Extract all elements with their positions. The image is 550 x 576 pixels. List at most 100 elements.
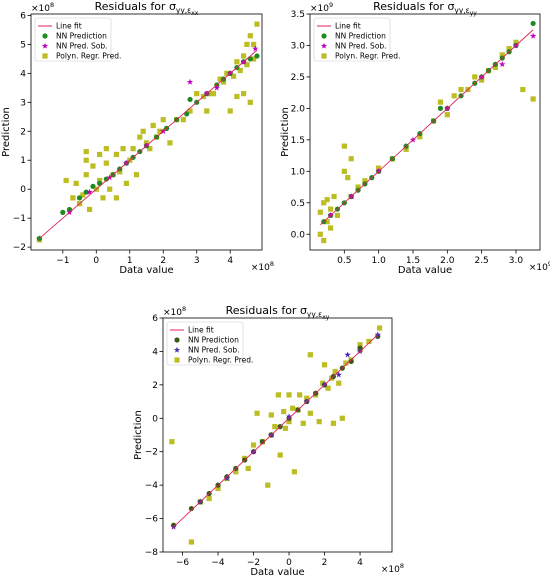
data-point	[327, 206, 334, 212]
y-tick-label: 1.5	[291, 136, 305, 146]
data-point	[324, 197, 330, 203]
data-point	[339, 415, 345, 421]
legend-label: NN Pred. Sob.	[335, 42, 387, 51]
data-point	[451, 93, 457, 99]
x-tick-label: 1	[127, 256, 133, 266]
data-point	[355, 184, 361, 190]
x-axis-label: Data value	[250, 567, 304, 576]
data-point	[277, 452, 283, 458]
y-tick-label: 6	[152, 314, 158, 324]
data-point	[86, 188, 93, 195]
data-point	[123, 180, 130, 186]
data-point	[133, 172, 140, 178]
x-tick-label: 0.5	[337, 256, 351, 266]
y-tick-label: 1	[20, 156, 26, 166]
data-point	[282, 425, 289, 431]
y-tick-label: 6	[20, 11, 26, 21]
y-tick-label: −2	[13, 243, 26, 253]
y-tick-label: 0.0	[291, 230, 306, 240]
legend-label: NN Pred. Sob.	[188, 346, 240, 355]
data-point	[217, 76, 223, 82]
y-tick-label: 1.0	[291, 167, 306, 177]
x-multiplier: ×109	[529, 260, 550, 273]
data-point	[83, 172, 89, 178]
legend-label: Line fit	[188, 326, 214, 335]
data-point	[137, 134, 143, 140]
y-tick-label: −8	[145, 548, 159, 558]
y-tick-label: 3	[20, 98, 26, 108]
data-point	[321, 200, 327, 206]
data-point	[530, 32, 537, 39]
x-multiplier: ×108	[251, 260, 274, 273]
chart-panel-1: −1 0 1 2 3 4 −2 −1 0 1 2 3 4 5 6 Data value Prediction ×1…	[1, 0, 274, 276]
legend-label: Polyn. Regr. Pred.	[335, 52, 400, 61]
data-point	[206, 495, 212, 502]
data-point	[90, 183, 96, 189]
data-point	[103, 160, 109, 166]
data-point	[240, 91, 247, 97]
data-point	[458, 86, 464, 93]
data-point	[300, 420, 306, 426]
x-tick-label: −6	[176, 558, 190, 568]
legend-marker	[320, 42, 328, 49]
y-axis-label: Prediction	[1, 107, 12, 157]
data-point	[244, 62, 250, 68]
x-axis-label: Data value	[398, 265, 452, 276]
data-point	[286, 419, 292, 425]
line-fit	[171, 334, 379, 529]
data-point	[220, 79, 227, 85]
y-tick-label: −6	[145, 515, 159, 525]
legend-marker	[321, 33, 327, 39]
plot-frame	[30, 13, 263, 251]
y-tick-label: 2	[20, 127, 26, 137]
data-point	[307, 410, 313, 416]
legend-label: Polyn. Regr. Pred.	[188, 356, 253, 365]
data-point	[348, 156, 354, 162]
data-point	[150, 122, 156, 129]
y-tick-label: 4	[152, 347, 158, 357]
data-point	[187, 108, 193, 114]
legend-marker	[321, 53, 327, 59]
legend-label: NN Prediction	[188, 336, 239, 345]
data-point	[325, 385, 331, 391]
data-point	[472, 74, 478, 80]
data-point	[244, 41, 250, 48]
data-point	[234, 93, 240, 100]
data-point	[224, 70, 230, 76]
data-point	[341, 168, 347, 174]
chart-panel-3: −6 −4 −2 0 2 4 −8 −6 −4 −2 0 2 4 6 Data value Predictio…	[133, 304, 404, 576]
data-point	[147, 146, 153, 152]
data-point	[240, 53, 247, 59]
data-point	[97, 151, 103, 158]
data-point	[117, 169, 123, 175]
data-point	[187, 96, 193, 103]
data-point	[335, 371, 342, 378]
data-point	[344, 351, 351, 358]
line-fit	[319, 29, 534, 226]
x-tick-label: 2	[322, 558, 328, 568]
legend-label: Line fit	[335, 22, 361, 31]
data-point	[331, 193, 337, 200]
y-multiplier: ×109	[310, 1, 333, 14]
chart-title: Residuals for σyy,εxx	[95, 0, 199, 17]
legend-label: NN Prediction	[335, 32, 386, 41]
data-point	[245, 465, 251, 472]
data-point	[417, 134, 423, 140]
x-tick-label: 0	[286, 558, 292, 568]
data-point	[251, 56, 257, 62]
data-point	[281, 409, 287, 415]
data-point	[90, 163, 96, 169]
data-point	[286, 392, 292, 398]
x-axis-label: Data value	[119, 265, 173, 276]
data-point	[444, 112, 450, 118]
data-point	[113, 195, 119, 201]
data-point	[160, 117, 166, 123]
legend-marker	[42, 33, 48, 39]
legend-marker	[42, 53, 48, 59]
x-tick-label: 3	[194, 256, 200, 266]
data-point	[97, 177, 103, 184]
data-point	[321, 362, 328, 368]
legend-marker	[174, 337, 180, 343]
